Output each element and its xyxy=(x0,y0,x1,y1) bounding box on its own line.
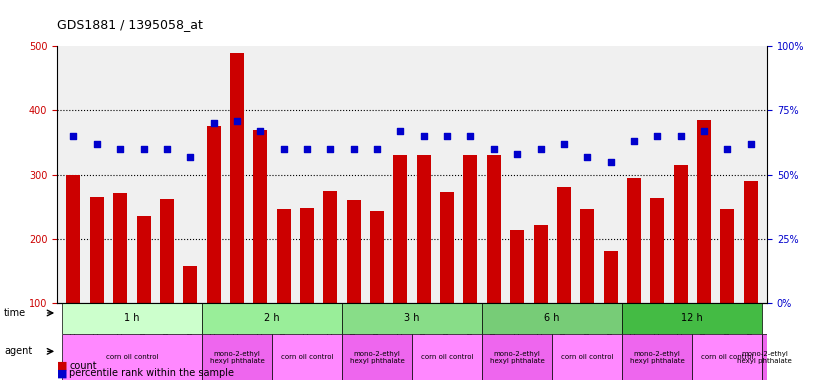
Point xyxy=(581,154,594,160)
Bar xyxy=(627,178,641,303)
Bar xyxy=(370,211,384,303)
Bar xyxy=(580,209,594,303)
Point xyxy=(534,146,547,152)
FancyBboxPatch shape xyxy=(762,334,767,380)
Text: corn oil control: corn oil control xyxy=(105,354,158,360)
FancyBboxPatch shape xyxy=(62,303,202,334)
FancyBboxPatch shape xyxy=(202,334,272,380)
Point xyxy=(207,120,220,126)
Bar xyxy=(113,192,127,303)
Point xyxy=(161,146,174,152)
Text: mono-2-ethyl
hexyl phthalate: mono-2-ethyl hexyl phthalate xyxy=(350,351,405,364)
Point xyxy=(464,133,477,139)
Bar xyxy=(136,216,150,303)
Text: percentile rank within the sample: percentile rank within the sample xyxy=(69,368,234,378)
Text: time: time xyxy=(4,308,26,318)
Bar xyxy=(697,120,711,303)
Bar xyxy=(604,251,618,303)
Bar xyxy=(510,230,524,303)
Text: ■: ■ xyxy=(57,361,68,371)
FancyBboxPatch shape xyxy=(342,334,412,380)
Point xyxy=(113,146,126,152)
Point xyxy=(417,133,430,139)
Text: agent: agent xyxy=(4,346,33,356)
Bar xyxy=(557,187,571,303)
Point xyxy=(557,141,570,147)
Point xyxy=(628,138,641,144)
Text: mono-2-ethyl
hexyl phthalate: mono-2-ethyl hexyl phthalate xyxy=(210,351,264,364)
Point xyxy=(67,133,80,139)
Point xyxy=(91,141,104,147)
Bar xyxy=(743,181,758,303)
Bar xyxy=(160,199,174,303)
Point xyxy=(370,146,384,152)
Text: mono-2-ethyl
hexyl phthalate: mono-2-ethyl hexyl phthalate xyxy=(738,351,792,364)
FancyBboxPatch shape xyxy=(482,303,623,334)
Point xyxy=(137,146,150,152)
Bar xyxy=(253,130,268,303)
Bar xyxy=(487,155,501,303)
Point xyxy=(277,146,290,152)
FancyBboxPatch shape xyxy=(62,334,202,380)
Text: corn oil control: corn oil control xyxy=(561,354,614,360)
Text: ■: ■ xyxy=(57,368,68,378)
FancyBboxPatch shape xyxy=(202,303,342,334)
Bar xyxy=(393,155,407,303)
Text: mono-2-ethyl
hexyl phthalate: mono-2-ethyl hexyl phthalate xyxy=(490,351,544,364)
Bar xyxy=(230,53,244,303)
Bar xyxy=(463,155,477,303)
Text: corn oil control: corn oil control xyxy=(281,354,333,360)
Bar xyxy=(206,126,220,303)
Text: count: count xyxy=(69,361,97,371)
Point xyxy=(394,128,407,134)
FancyBboxPatch shape xyxy=(623,334,692,380)
Bar xyxy=(721,209,734,303)
Point xyxy=(230,118,243,124)
Text: corn oil control: corn oil control xyxy=(701,354,754,360)
Text: GDS1881 / 1395058_at: GDS1881 / 1395058_at xyxy=(57,18,203,31)
Point xyxy=(698,128,711,134)
Point xyxy=(347,146,360,152)
Text: 1 h: 1 h xyxy=(124,313,140,323)
FancyBboxPatch shape xyxy=(272,334,342,380)
FancyBboxPatch shape xyxy=(412,334,482,380)
Point xyxy=(487,146,500,152)
Bar xyxy=(534,225,548,303)
Point xyxy=(441,133,454,139)
Text: 12 h: 12 h xyxy=(681,313,703,323)
Text: 2 h: 2 h xyxy=(264,313,280,323)
Point xyxy=(650,133,663,139)
Point xyxy=(300,146,313,152)
Text: 3 h: 3 h xyxy=(405,313,419,323)
FancyBboxPatch shape xyxy=(552,334,623,380)
Bar xyxy=(277,209,290,303)
Bar xyxy=(347,200,361,303)
Text: mono-2-ethyl
hexyl phthalate: mono-2-ethyl hexyl phthalate xyxy=(630,351,685,364)
FancyBboxPatch shape xyxy=(482,334,552,380)
Bar xyxy=(300,208,314,303)
Bar xyxy=(184,266,197,303)
Bar xyxy=(650,199,664,303)
Text: 6 h: 6 h xyxy=(544,313,560,323)
Point xyxy=(744,141,757,147)
Bar xyxy=(90,197,104,303)
Point xyxy=(674,133,687,139)
Point xyxy=(254,128,267,134)
Point xyxy=(184,154,197,160)
Text: corn oil control: corn oil control xyxy=(421,354,473,360)
FancyBboxPatch shape xyxy=(342,303,482,334)
Bar xyxy=(440,192,455,303)
Bar xyxy=(674,165,688,303)
Point xyxy=(604,159,617,165)
FancyBboxPatch shape xyxy=(692,334,762,380)
FancyBboxPatch shape xyxy=(623,303,762,334)
Bar xyxy=(417,155,431,303)
Point xyxy=(511,151,524,157)
Point xyxy=(324,146,337,152)
Point xyxy=(721,146,734,152)
Bar xyxy=(66,175,81,303)
Bar xyxy=(323,190,337,303)
